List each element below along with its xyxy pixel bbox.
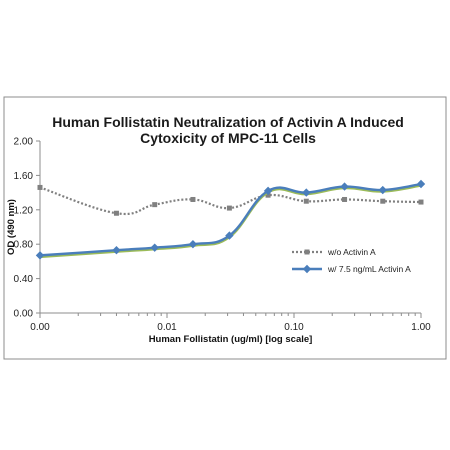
x-tick-label: 1.00 [411,322,431,333]
y-tick-label: 2.00 [14,137,34,148]
series-line-1 [39,186,422,216]
series-1-point [265,192,271,198]
legend-marker-2 [302,264,312,274]
series-2-point [35,251,45,260]
y-tick-label: 0.40 [14,274,34,285]
x-tick-label: 0.01 [157,322,177,333]
series-line-2 [39,182,422,257]
y-tick-label: 1.60 [14,171,34,182]
legend-label-1: w/o Activin A [327,247,376,257]
x-axis-title: Human Follistatin (ug/ml) [log scale] [149,334,313,345]
series-1-point [226,205,232,211]
y-tick-label: 0.00 [14,309,34,320]
series-2-point [112,246,121,255]
chart-frame [3,96,447,360]
series-1-point [190,196,196,202]
series-1-point [152,202,158,208]
series-2-point [340,182,349,191]
series-1-point [418,199,424,205]
series-1-point [342,196,348,202]
series-1-point [37,184,43,190]
series-2-point [378,185,387,195]
y-tick-label: 0.80 [14,240,34,251]
series-2-point [416,179,426,189]
legend-marker-1 [304,249,310,255]
series-1-point [303,198,309,204]
y-tick-label: 1.20 [14,205,34,216]
series-2-point [225,231,234,240]
y-axis-title: OD (490 nm) [6,199,17,255]
series-2-point [188,240,198,249]
legend-label-2: w/ 7.5 ng/mL Activin A [327,264,411,274]
x-tick-label: 0.00 [30,322,50,333]
x-tick-label: 0.10 [284,322,304,333]
series-2-point [302,188,311,197]
chart-title-line-2: Cytoxicity of MPC-11 Cells [140,130,316,146]
series-1-point [380,198,386,204]
series-2-point [150,243,159,252]
series-1-point [113,210,119,216]
chart-title-line-1: Human Follistatin Neutralization of Acti… [52,114,404,130]
series-2-point [263,186,273,196]
